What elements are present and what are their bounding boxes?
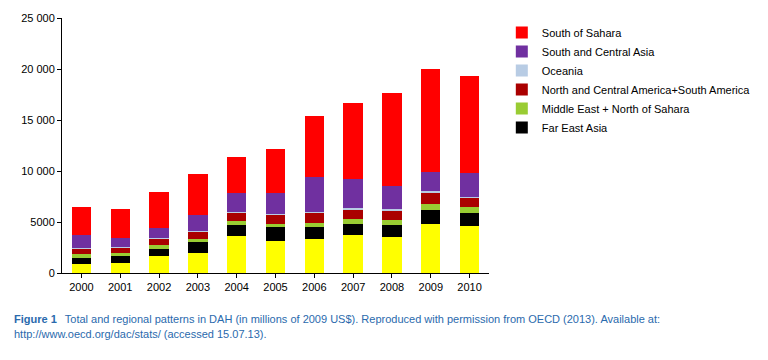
svg-text:20 000: 20 000	[21, 63, 55, 75]
svg-text:2000: 2000	[69, 281, 93, 293]
svg-text:Oceania: Oceania	[542, 65, 584, 77]
svg-text:2003: 2003	[186, 281, 210, 293]
svg-text:South and Central Asia: South and Central Asia	[542, 46, 655, 58]
svg-text:2006: 2006	[302, 281, 326, 293]
svg-text:15 000: 15 000	[21, 114, 55, 126]
svg-text:2002: 2002	[147, 281, 171, 293]
html-text:Total and regional patterns in: Total and regional patterns in DAH (in m…	[14, 313, 661, 340]
svg-text:2004: 2004	[224, 281, 248, 293]
svg-text:2009: 2009	[419, 281, 443, 293]
svg-text:North and Central America+Sout: North and Central America+South America	[542, 84, 750, 96]
html-text:Figure 1: Figure 1	[14, 313, 57, 325]
svg-text:25 000: 25 000	[21, 12, 55, 24]
svg-text:5000: 5000	[30, 216, 54, 228]
svg-text:10 000: 10 000	[21, 165, 55, 177]
svg-text:2008: 2008	[380, 281, 404, 293]
svg-text:2001: 2001	[108, 281, 132, 293]
svg-text:Far East Asia: Far East Asia	[542, 122, 608, 134]
svg-text:Middle East + North of Sahara: Middle East + North of Sahara	[542, 103, 691, 115]
svg-text:2010: 2010	[457, 281, 481, 293]
svg-text:2005: 2005	[263, 281, 287, 293]
svg-text:South of Sahara: South of Sahara	[542, 27, 622, 39]
svg-text:0: 0	[49, 267, 55, 279]
svg-text:2007: 2007	[341, 281, 365, 293]
